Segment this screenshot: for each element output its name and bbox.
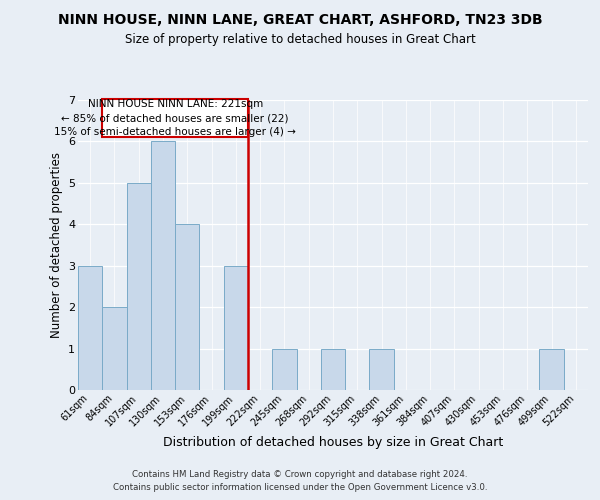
Bar <box>272 348 296 390</box>
Bar <box>321 348 345 390</box>
Bar <box>539 348 564 390</box>
Bar <box>175 224 199 390</box>
Bar <box>127 183 151 390</box>
Text: NINN HOUSE NINN LANE: 221sqm
← 85% of detached houses are smaller (22)
15% of se: NINN HOUSE NINN LANE: 221sqm ← 85% of de… <box>54 99 296 137</box>
Y-axis label: Number of detached properties: Number of detached properties <box>50 152 62 338</box>
Text: Contains public sector information licensed under the Open Government Licence v3: Contains public sector information licen… <box>113 484 487 492</box>
X-axis label: Distribution of detached houses by size in Great Chart: Distribution of detached houses by size … <box>163 436 503 449</box>
Bar <box>102 307 127 390</box>
Text: Size of property relative to detached houses in Great Chart: Size of property relative to detached ho… <box>125 32 475 46</box>
Bar <box>151 142 175 390</box>
FancyBboxPatch shape <box>102 99 248 138</box>
Text: Contains HM Land Registry data © Crown copyright and database right 2024.: Contains HM Land Registry data © Crown c… <box>132 470 468 479</box>
Text: NINN HOUSE, NINN LANE, GREAT CHART, ASHFORD, TN23 3DB: NINN HOUSE, NINN LANE, GREAT CHART, ASHF… <box>58 12 542 26</box>
Bar <box>370 348 394 390</box>
Bar <box>224 266 248 390</box>
Bar <box>78 266 102 390</box>
